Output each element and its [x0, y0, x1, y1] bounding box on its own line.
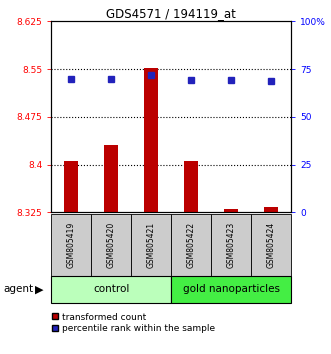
- Legend: transformed count, percentile rank within the sample: transformed count, percentile rank withi…: [49, 309, 218, 337]
- Bar: [64, 161, 78, 212]
- Bar: [171, 276, 291, 303]
- Bar: [171, 214, 211, 276]
- Title: GDS4571 / 194119_at: GDS4571 / 194119_at: [106, 7, 236, 20]
- Bar: [144, 68, 158, 212]
- Bar: [131, 214, 171, 276]
- Text: ▶: ▶: [35, 284, 43, 295]
- Bar: [184, 161, 198, 212]
- Text: GSM805424: GSM805424: [267, 222, 276, 268]
- Text: gold nanoparticles: gold nanoparticles: [183, 284, 280, 295]
- Text: control: control: [93, 284, 129, 295]
- Text: GSM805422: GSM805422: [187, 222, 196, 268]
- Text: agent: agent: [3, 284, 33, 295]
- Bar: [224, 209, 238, 212]
- Text: GSM805420: GSM805420: [107, 222, 116, 268]
- Bar: [51, 214, 91, 276]
- Bar: [104, 145, 118, 212]
- Bar: [211, 214, 251, 276]
- Text: GSM805421: GSM805421: [147, 222, 156, 268]
- Bar: [251, 214, 291, 276]
- Text: GSM805419: GSM805419: [67, 222, 76, 268]
- Bar: [51, 276, 171, 303]
- Bar: [91, 214, 131, 276]
- Bar: [264, 207, 278, 212]
- Text: GSM805423: GSM805423: [227, 222, 236, 268]
